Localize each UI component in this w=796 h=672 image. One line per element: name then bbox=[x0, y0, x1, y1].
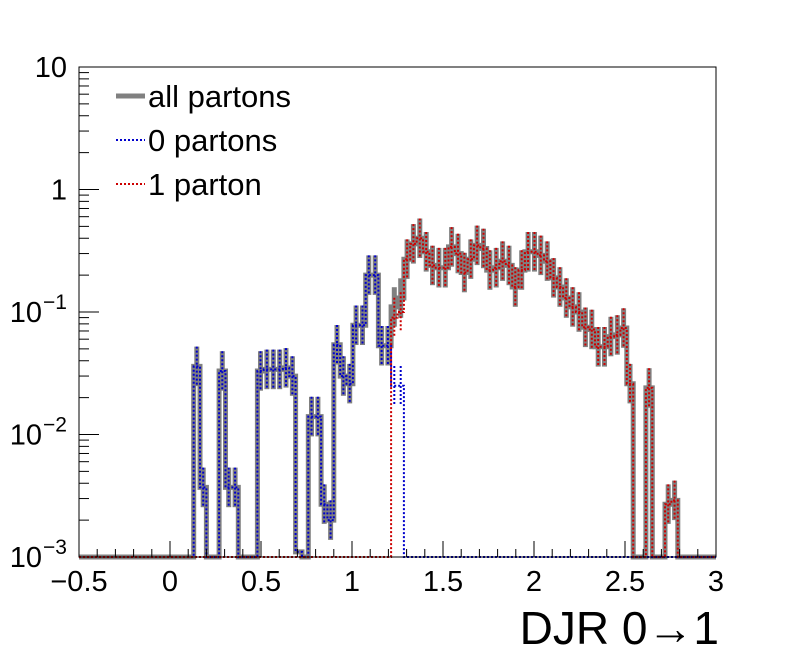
legend-label: 0 partons bbox=[148, 123, 277, 158]
x-tick-label: 3 bbox=[708, 566, 724, 598]
axis-ticks bbox=[78, 66, 717, 558]
x-tick-label: 2 bbox=[526, 566, 542, 598]
x-tick-label: 1.5 bbox=[423, 566, 463, 598]
series-line-0-partons bbox=[79, 274, 716, 558]
legend-label: all partons bbox=[148, 79, 291, 114]
y-tick-exponent: −3 bbox=[43, 536, 67, 559]
x-axis-title: DJR 0→1 bbox=[520, 602, 719, 654]
x-tick-label: 0.5 bbox=[241, 566, 281, 598]
y-tick-label: 10 bbox=[10, 297, 42, 329]
y-tick-exponent: −2 bbox=[43, 414, 67, 437]
y-tick-label: 10 bbox=[35, 52, 67, 84]
y-tick-label: 1 bbox=[51, 175, 67, 207]
x-tick-label: 2.5 bbox=[605, 566, 645, 598]
x-tick-label: −0.5 bbox=[50, 566, 107, 598]
legend-label: 1 parton bbox=[148, 167, 262, 202]
y-tick-label: 10 bbox=[10, 542, 42, 574]
y-tick-label: 10 bbox=[10, 420, 42, 452]
x-tick-label: 1 bbox=[344, 566, 360, 598]
legend: all partons 0 partons 1 parton bbox=[116, 79, 291, 202]
x-tick-label: 0 bbox=[162, 566, 178, 598]
series-layer bbox=[79, 218, 716, 560]
y-tick-exponent: −1 bbox=[43, 291, 67, 314]
